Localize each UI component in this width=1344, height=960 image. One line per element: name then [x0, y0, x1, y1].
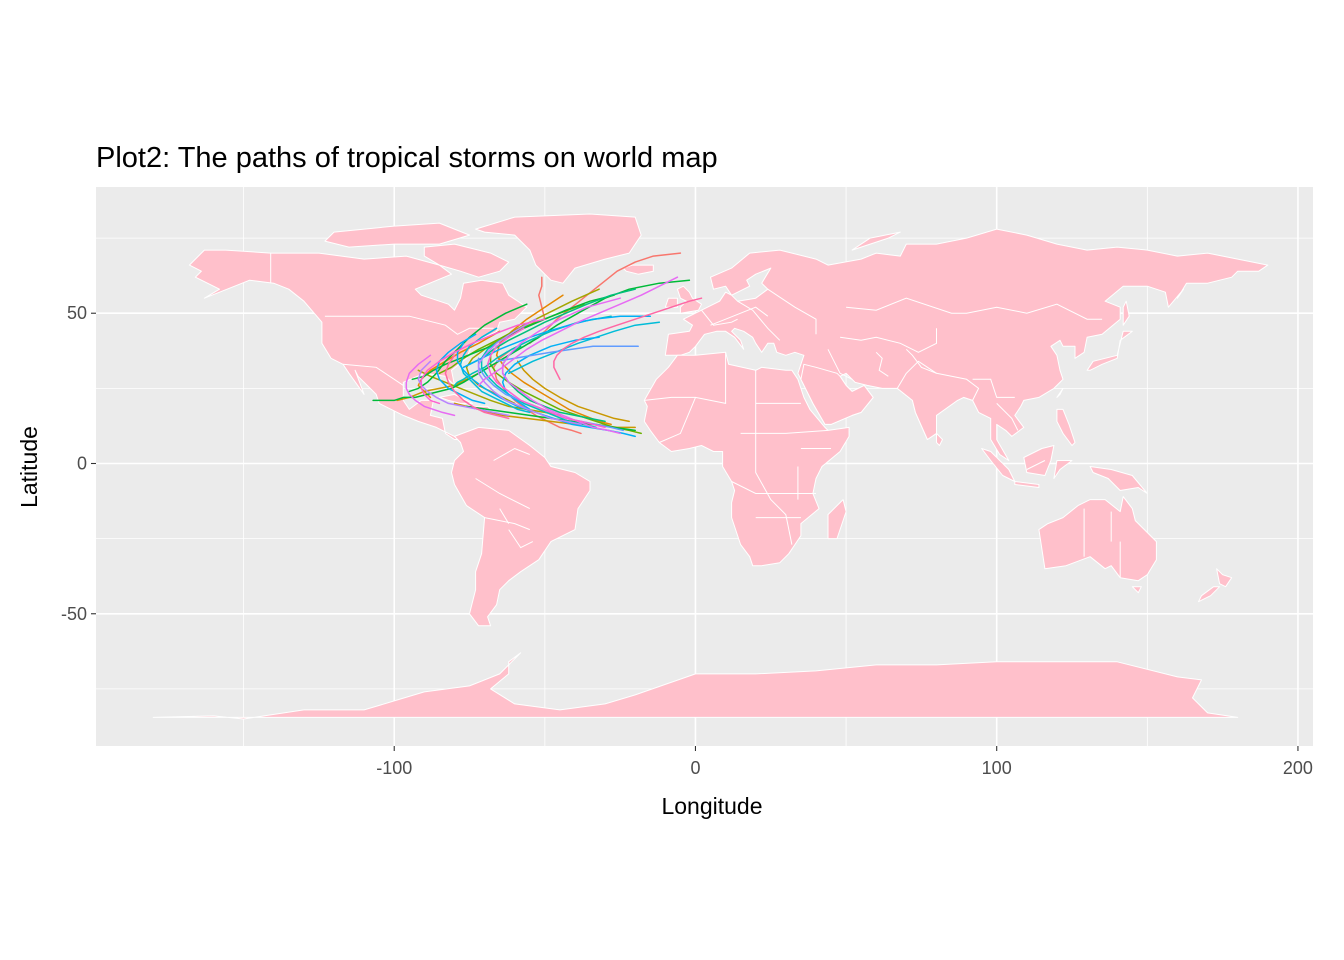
country-border — [342, 363, 404, 386]
land-north-america — [188, 249, 528, 440]
x-tick-label: 200 — [1283, 758, 1313, 778]
storm-track-8 — [516, 360, 630, 423]
land-africa — [643, 351, 850, 567]
storm-tracks — [372, 252, 703, 438]
land-taiwan — [1056, 387, 1064, 398]
country-border — [731, 481, 816, 494]
country-border — [493, 447, 530, 461]
y-axis-title: Latitude — [16, 426, 42, 508]
y-tick-label: 0 — [77, 453, 87, 473]
storm-track-22 — [507, 321, 661, 375]
country-border — [767, 288, 817, 335]
world-land — [152, 213, 1269, 720]
storm-track-31 — [501, 297, 621, 435]
country-border — [905, 348, 937, 374]
land-great-britain — [676, 285, 702, 314]
land-antarctica — [152, 652, 1239, 720]
y-tick-label: 50 — [67, 303, 87, 323]
country-border — [996, 403, 1019, 431]
land-novaya-zemlya — [851, 231, 901, 251]
storm-track-10 — [417, 369, 561, 417]
storm-track-37 — [444, 354, 510, 420]
country-borders — [270, 253, 1121, 578]
storm-track-21 — [459, 327, 531, 414]
x-tick-label: -100 — [376, 758, 412, 778]
country-border — [499, 508, 510, 524]
country-border — [475, 478, 531, 510]
country-border — [324, 315, 494, 335]
land-sulawesi — [1053, 460, 1073, 479]
land-australia — [1038, 496, 1157, 582]
storm-track-30 — [417, 360, 510, 417]
country-border — [484, 517, 530, 531]
y-axis: -50 0 50 — [61, 303, 96, 624]
storm-track-25 — [435, 333, 486, 405]
land-new-zealand-south — [1198, 586, 1221, 603]
land-madagascar — [827, 499, 847, 540]
country-border — [701, 309, 738, 326]
country-border — [755, 370, 793, 545]
storm-track-18 — [468, 288, 636, 366]
storm-track-36 — [553, 297, 703, 381]
land-sakhalin — [1122, 300, 1130, 326]
land-sri-lanka — [936, 432, 943, 446]
country-border — [846, 297, 1103, 320]
x-tick-label: 100 — [982, 758, 1012, 778]
storm-track-13 — [372, 279, 691, 402]
country-border — [875, 351, 889, 377]
storm-track-4 — [495, 294, 612, 426]
land-borneo — [1023, 445, 1055, 476]
land-java — [1014, 481, 1040, 488]
land-baffin-island — [423, 243, 510, 278]
x-tick-label: 0 — [690, 758, 700, 778]
country-border — [840, 328, 937, 353]
storm-track-32 — [405, 354, 456, 417]
land-arctic-archipelago — [324, 222, 470, 248]
storm-track-35 — [420, 318, 546, 405]
x-axis: -100 0 100 200 — [376, 746, 1313, 778]
land-south-america — [451, 426, 591, 627]
storm-track-34 — [486, 327, 606, 429]
land-new-zealand-north — [1216, 568, 1233, 588]
land-philippines — [1056, 408, 1076, 446]
land-iceland — [622, 264, 654, 275]
storm-track-16 — [408, 303, 528, 393]
storm-track-3 — [538, 276, 546, 320]
land-tasmania — [1131, 586, 1142, 594]
country-border — [710, 306, 769, 326]
land-india — [896, 360, 980, 440]
land-greenland — [475, 213, 642, 284]
country-border — [659, 397, 696, 443]
plot-title: Plot2: The paths of tropical storms on w… — [96, 142, 718, 174]
country-border — [737, 300, 781, 341]
land-japan — [1086, 330, 1133, 371]
storm-track-26 — [501, 336, 600, 411]
country-border — [740, 429, 829, 434]
x-axis-title: Longitude — [661, 793, 762, 819]
country-border — [827, 349, 853, 380]
storm-track-33 — [477, 276, 679, 387]
country-border — [972, 378, 1015, 398]
country-border — [508, 529, 534, 549]
storm-track-1 — [492, 348, 582, 435]
storm-track-29 — [477, 318, 582, 426]
y-tick-label: -50 — [61, 604, 87, 624]
country-border — [1026, 460, 1046, 470]
land-new-guinea — [1089, 466, 1148, 494]
land-arabian-peninsula — [800, 363, 874, 425]
